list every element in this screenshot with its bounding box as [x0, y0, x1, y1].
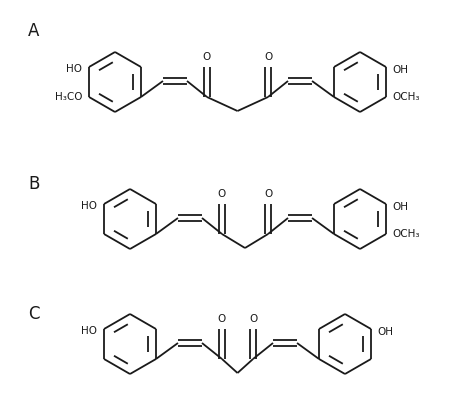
Text: O: O [264, 52, 272, 62]
Text: OH: OH [378, 326, 394, 336]
Text: OCH₃: OCH₃ [393, 229, 420, 238]
Text: C: C [28, 304, 39, 322]
Text: HO: HO [81, 200, 97, 211]
Text: O: O [203, 52, 211, 62]
Text: OH: OH [393, 202, 409, 211]
Text: B: B [28, 175, 39, 193]
Text: O: O [218, 313, 226, 323]
Text: HO: HO [81, 325, 97, 335]
Text: OH: OH [393, 65, 409, 75]
Text: H₃CO: H₃CO [55, 92, 82, 102]
Text: HO: HO [66, 64, 82, 74]
Text: A: A [28, 22, 39, 40]
Text: OCH₃: OCH₃ [393, 92, 420, 102]
Text: O: O [264, 189, 272, 198]
Text: O: O [249, 313, 257, 323]
Text: O: O [218, 189, 226, 198]
